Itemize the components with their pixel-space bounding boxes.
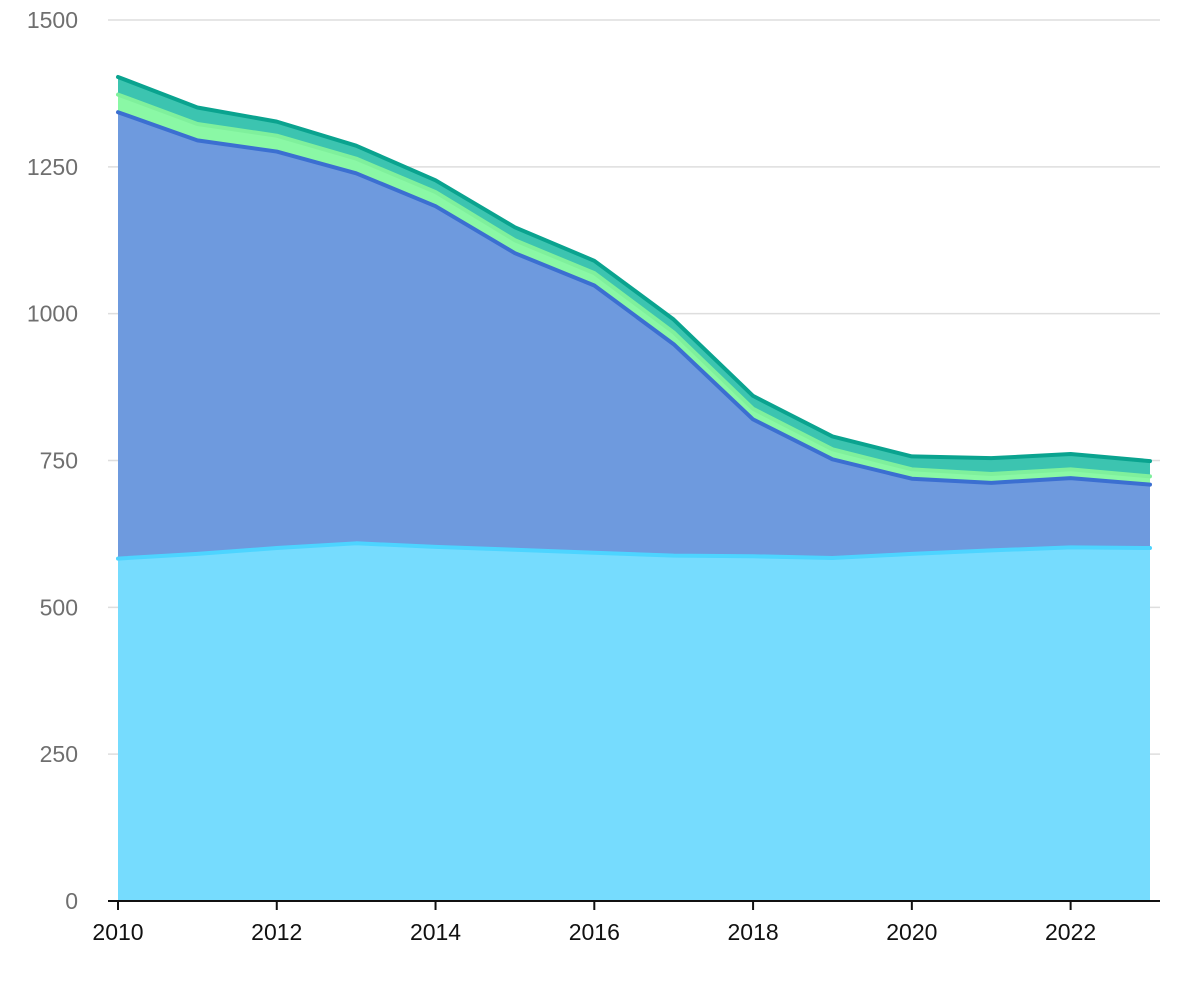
line-series-1: [116, 541, 1152, 561]
y-tick-label-500: 500: [40, 594, 78, 620]
y-tick-label-1500: 1500: [27, 7, 78, 33]
series-lines-group: [116, 74, 1152, 561]
y-tick-label-1000: 1000: [27, 301, 78, 327]
x-tick-label-2010: 2010: [92, 919, 143, 945]
x-tick-label-2018: 2018: [727, 919, 778, 945]
area-series-3: [118, 94, 1150, 485]
y-axis-tick-labels: 0 250 500 750 1000 1250 1500: [27, 7, 78, 914]
line-series-3: [116, 92, 1152, 479]
x-axis-tick-labels: 2010 2012 2014 2016 2018 2020 2022: [92, 901, 1096, 945]
y-tick-label-250: 250: [40, 741, 78, 767]
line-series-4: [116, 74, 1152, 464]
area-series-group: [118, 76, 1150, 901]
x-tick-label-2016: 2016: [569, 919, 620, 945]
x-tick-label-2012: 2012: [251, 919, 302, 945]
area-series-1: [118, 543, 1150, 901]
x-tick-label-2022: 2022: [1045, 919, 1096, 945]
x-tick-label-2020: 2020: [886, 919, 937, 945]
area-series-2: [118, 112, 1150, 559]
line-series-2: [116, 110, 1152, 487]
y-tick-label-1250: 1250: [27, 154, 78, 180]
y-tick-label-0: 0: [65, 888, 78, 914]
y-tick-label-750: 750: [40, 448, 78, 474]
area-series-4: [118, 76, 1150, 477]
x-tick-label-2014: 2014: [410, 919, 461, 945]
